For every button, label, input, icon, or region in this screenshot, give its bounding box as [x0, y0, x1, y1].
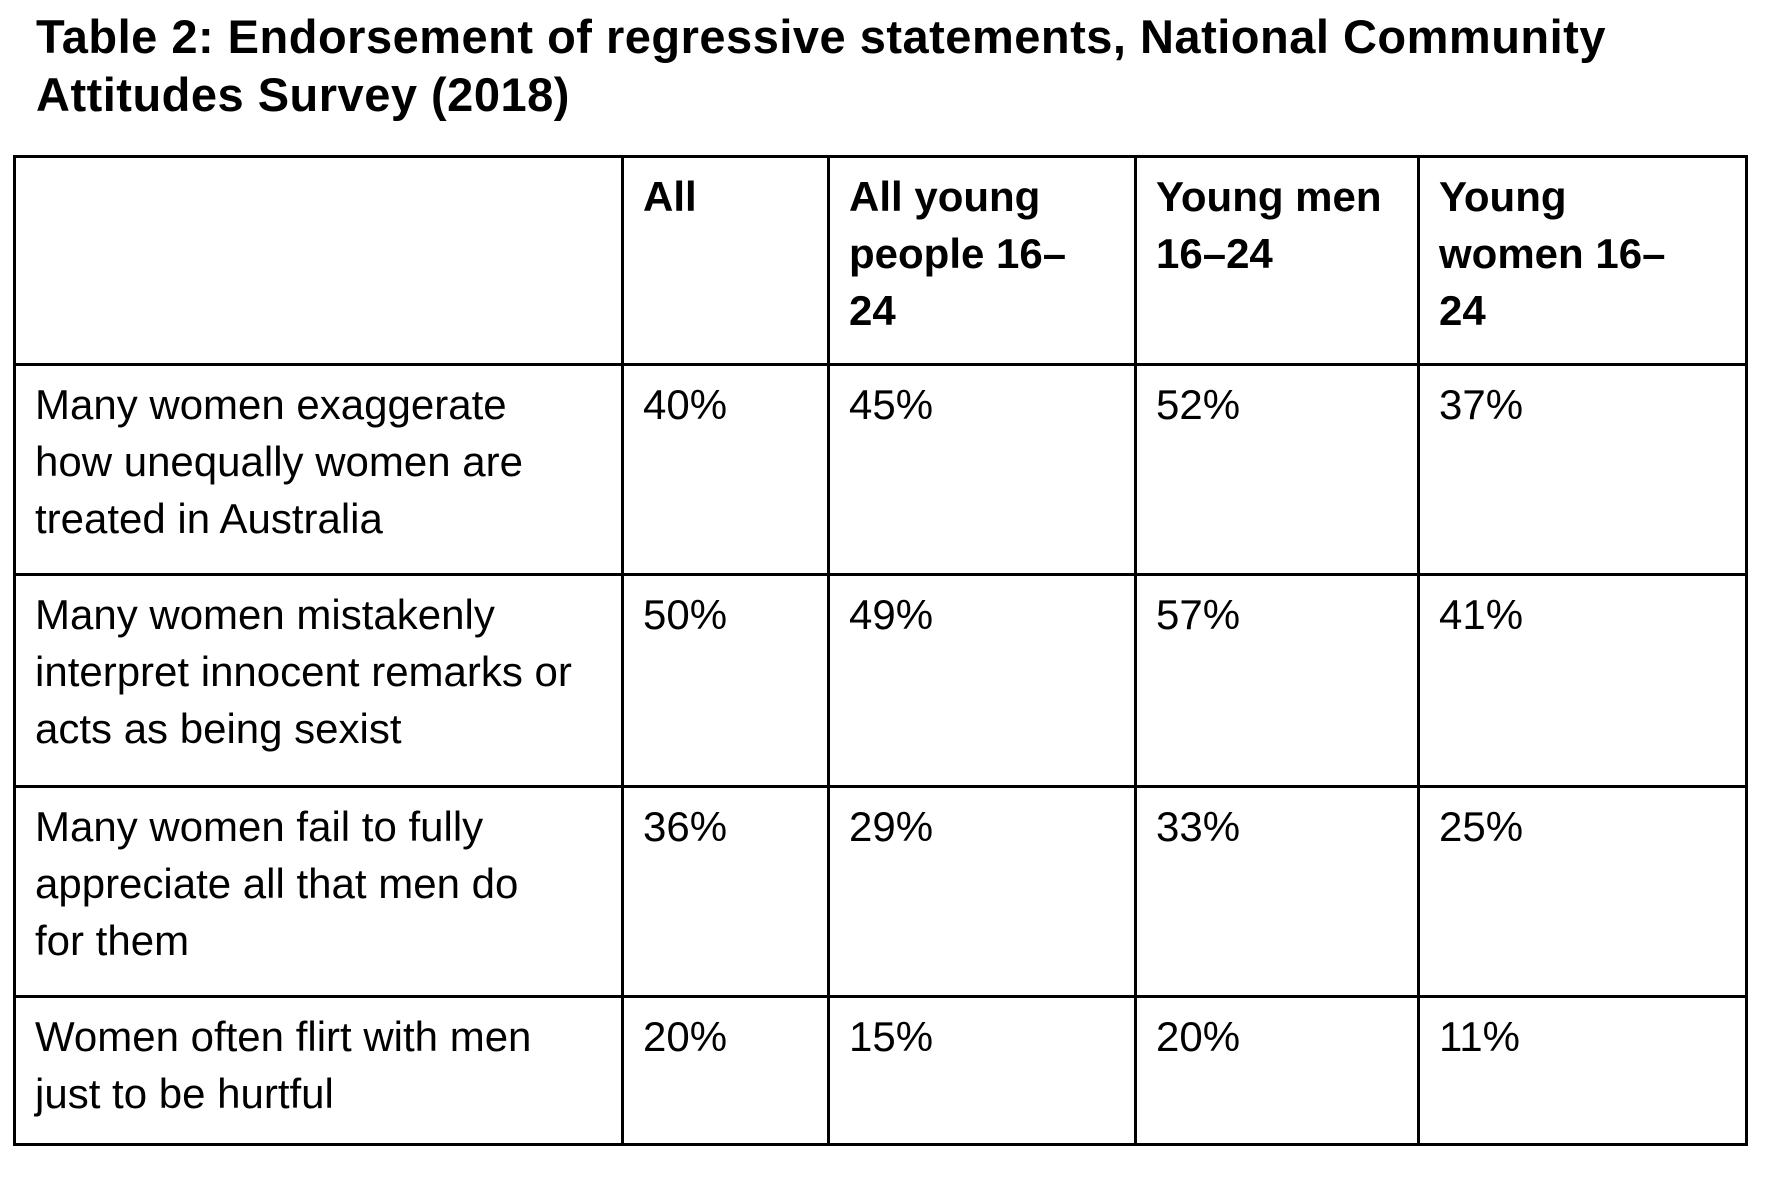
value-cell: 11% — [1417, 995, 1748, 1146]
value-cell: 29% — [827, 785, 1137, 998]
statement-cell: Women often flirt with men just to be hu… — [13, 995, 624, 1146]
value-cell: 20% — [621, 995, 830, 1146]
column-header-statement — [13, 155, 624, 366]
value-cell: 52% — [1134, 363, 1420, 576]
value-cell: 25% — [1417, 785, 1748, 998]
statement-cell: Many women fail to fully appreciate all … — [13, 785, 624, 998]
value-cell: 41% — [1417, 573, 1748, 788]
value-cell: 40% — [621, 363, 830, 576]
survey-table: All All young people 16– 24 Young men 16… — [13, 155, 1748, 1146]
header-row: All All young people 16– 24 Young men 16… — [13, 155, 1748, 366]
value-cell: 57% — [1134, 573, 1420, 788]
value-cell: 20% — [1134, 995, 1420, 1146]
column-header-young-women: Young women 16– 24 — [1417, 155, 1748, 366]
value-cell: 50% — [621, 573, 830, 788]
value-cell: 33% — [1134, 785, 1420, 998]
table-row: Women often flirt with men just to be hu… — [13, 995, 1748, 1146]
table-row: Many women exaggerate how unequally wome… — [13, 363, 1748, 576]
statement-cell: Many women exaggerate how unequally wome… — [13, 363, 624, 576]
statement-cell: Many women mistakenly interpret innocent… — [13, 573, 624, 788]
column-header-young-men: Young men 16–24 — [1134, 155, 1420, 366]
value-cell: 37% — [1417, 363, 1748, 576]
page-title: Table 2: Endorsement of regressive state… — [36, 10, 1606, 121]
value-cell: 49% — [827, 573, 1137, 788]
column-header-all: All — [621, 155, 830, 366]
column-header-all-young-people: All young people 16– 24 — [827, 155, 1137, 366]
table-row: Many women fail to fully appreciate all … — [13, 785, 1748, 998]
table-row: Many women mistakenly interpret innocent… — [13, 573, 1748, 788]
value-cell: 15% — [827, 995, 1137, 1146]
value-cell: 36% — [621, 785, 830, 998]
value-cell: 45% — [827, 363, 1137, 576]
